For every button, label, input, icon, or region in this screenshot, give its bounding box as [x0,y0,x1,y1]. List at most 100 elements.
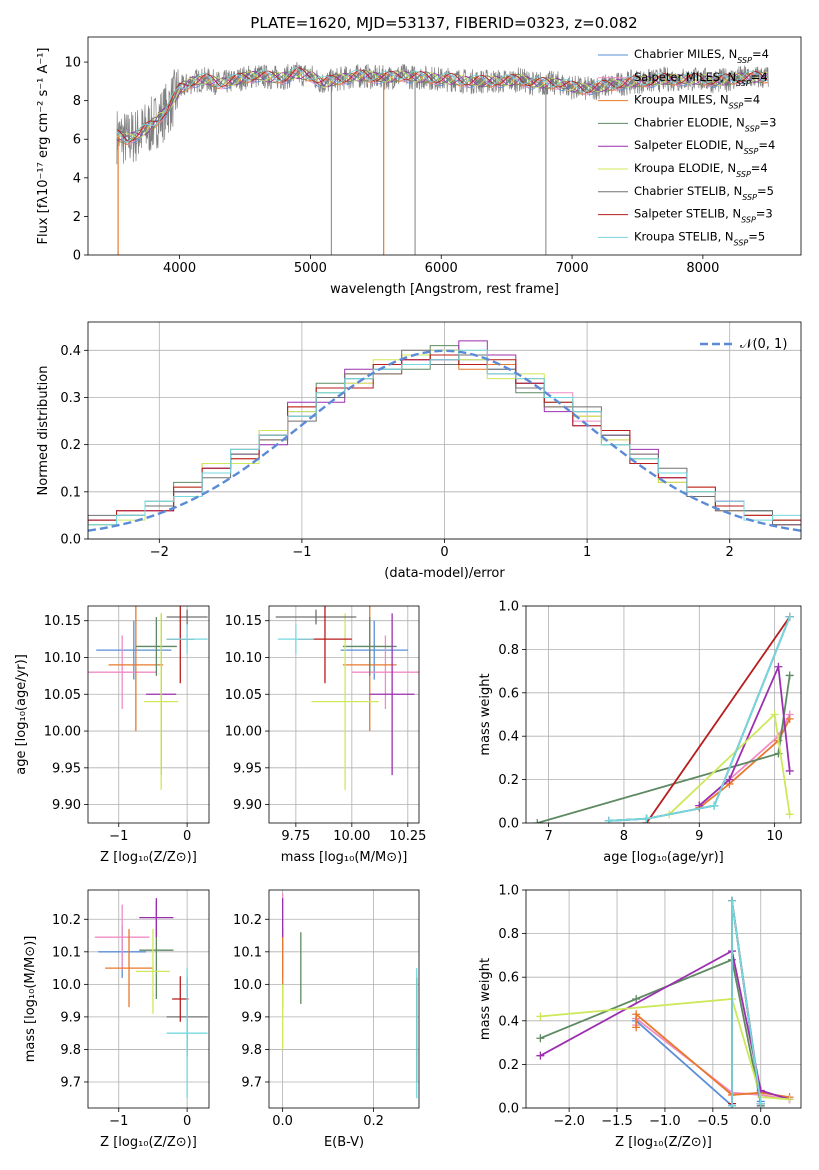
x-axis-label: Z [log₁₀(Z/Z⊙)] [100,1135,197,1150]
y-tick-label: 0.4 [498,1014,519,1029]
x-axis-label: age [log₁₀(age/yr)] [603,850,724,865]
spectrum-chart: 4000 5000 6000 7000 8000 0 2 4 6 8 10 wavelength [A… [36,36,802,297]
ticks: −1 0 9.7 9.8 9.9 10.0 10.1 10.2 [52,913,191,1129]
y-tick-label: 4 [73,171,81,186]
mass-age-chart: 9.75 10.00 10.25 9.90 9.95 10.00 10.05 10.10 10.… [225,605,427,865]
x-axis-label: wavelength [Angstrom, rest frame] [330,282,559,297]
x-axis-label: mass [log₁₀(M/M⊙)] [281,850,408,865]
age-weight-chart: 7 8 9 10 0.0 0.2 0.4 0.6 0.8 1.0 age [log₁₀(age/yr… [478,600,802,865]
weight-point-marker [785,1095,794,1104]
weight-point-marker [728,896,737,905]
y-tick-label: 10.0 [233,978,262,993]
x-tick-label: 10.00 [333,829,370,844]
legend-label: Salpeter MILES, NSSP=4 [634,70,768,88]
normal-curve-line [88,349,801,532]
x-tick-label: 2 [726,545,734,560]
weight-point-marker [785,612,794,621]
ticks: 9.75 10.00 10.25 9.90 9.95 10.00 10.05 10.10 10.… [225,614,427,844]
y-tick-label: 10.00 [225,725,262,740]
legend-label: Kroupa MILES, NSSP=4 [634,93,760,111]
y-axis-label: mass weight [478,958,493,1040]
model-series-line [116,69,768,139]
x-tick-label: 4000 [163,261,196,276]
x-axis-label: (data-model)/error [384,566,505,581]
histogram-step-series [88,349,801,539]
y-tick-label: 10.10 [44,651,81,666]
weight-point-marker [728,1101,737,1108]
x-tick-label: −2.0 [553,1114,585,1129]
x-tick-label: 6000 [425,261,458,276]
x-tick-label: −1 [109,829,128,844]
x-tick-label: 7 [544,829,552,844]
y-tick-label: 0.8 [498,927,519,942]
weight-series-line [608,616,791,822]
y-tick-label: 0.2 [498,1058,519,1073]
y-tick-label: 0.6 [498,971,519,986]
model-series-line [116,70,769,141]
legend-label: 𝒩(0, 1) [740,337,787,352]
x-tick-label: 9 [695,829,703,844]
axes-frame [268,605,420,824]
weight-series-line [731,900,762,1106]
x-tick-label: 0 [440,545,448,560]
x-tick-label: −0.5 [697,1114,729,1129]
x-tick-label: 0.0 [750,1114,771,1129]
y-tick-label: 9.9 [60,1010,81,1025]
y-tick-label: 9.9 [241,1010,262,1025]
x-axis-label: Z [log₁₀(Z/Z⊙)] [615,1135,712,1150]
y-tick-label: 10.10 [225,651,262,666]
y-tick-label: 1.0 [498,600,519,615]
grid [526,605,801,824]
x-tick-label: 7000 [556,261,589,276]
x-tick-label: −1 [292,545,311,560]
y-tick-label: 0.0 [60,533,81,548]
y-axis-label: mass weight [478,673,493,755]
y-tick-label: 10.15 [44,614,81,629]
y-tick-label: 10.1 [52,945,81,960]
weight-point-marker [785,671,794,680]
residuals-histogram: −2 −1 0 1 2 0.0 0.1 0.2 0.3 0.4 (data-model)/error… [36,321,802,581]
y-tick-label: 10.1 [233,945,262,960]
x-tick-label: 9.75 [281,829,310,844]
legend-label: Salpeter STELIB, NSSP=3 [634,207,773,225]
x-tick-label: 0.0 [272,1114,293,1129]
axes-frame [525,889,802,1109]
y-tick-label: 0.4 [60,344,81,359]
weight-point-marker [725,775,734,784]
weight-point-marker [642,814,651,823]
plot-area [88,606,208,790]
z-mass-chart: −1 0 9.7 9.8 9.9 10.0 10.1 10.2 Z [log₁₀(Z/Z⊙)] m… [23,889,210,1150]
plot-area [88,340,801,539]
page-title: PLATE=1620, MJD=53137, FIBERID=0323, z=0… [250,14,637,32]
weight-point-marker [536,1012,545,1021]
model-series-line [116,67,769,142]
y-tick-label: 0.6 [498,686,519,701]
y-tick-label: 0 [73,249,81,264]
y-tick-label: 0.1 [60,485,81,500]
x-axis-label: E(B-V) [324,1135,364,1150]
y-axis-label: Normed distribution [36,366,51,496]
weight-point-marker [536,1051,545,1060]
weight-point-marker [770,710,779,719]
model-series-line [116,70,769,143]
axes-frame [87,889,210,1109]
y-tick-label: 0.8 [498,643,519,658]
y-tick-label: 0.2 [498,773,519,788]
weight-point-marker [774,662,783,671]
x-tick-label: −2 [150,545,169,560]
y-axis-label: mass [log₁₀(M/M⊙)] [23,936,38,1063]
legend-label: Kroupa STELIB, NSSP=5 [634,229,765,247]
weight-point-marker [785,714,794,723]
y-tick-label: 0.0 [498,1102,519,1117]
x-tick-label: 0 [183,829,191,844]
axes-frame [87,36,802,256]
ticks: −2 −1 0 1 2 0.0 0.1 0.2 0.3 0.4 [60,344,734,560]
weight-point-marker [756,1099,765,1108]
plot-area [281,893,418,1099]
y-tick-label: 8 [73,94,81,109]
x-tick-label: 5000 [294,261,327,276]
weight-point-marker [785,766,794,775]
y-tick-label: 2 [73,210,81,225]
y-tick-label: 10 [64,56,81,71]
plot-area [116,61,769,255]
